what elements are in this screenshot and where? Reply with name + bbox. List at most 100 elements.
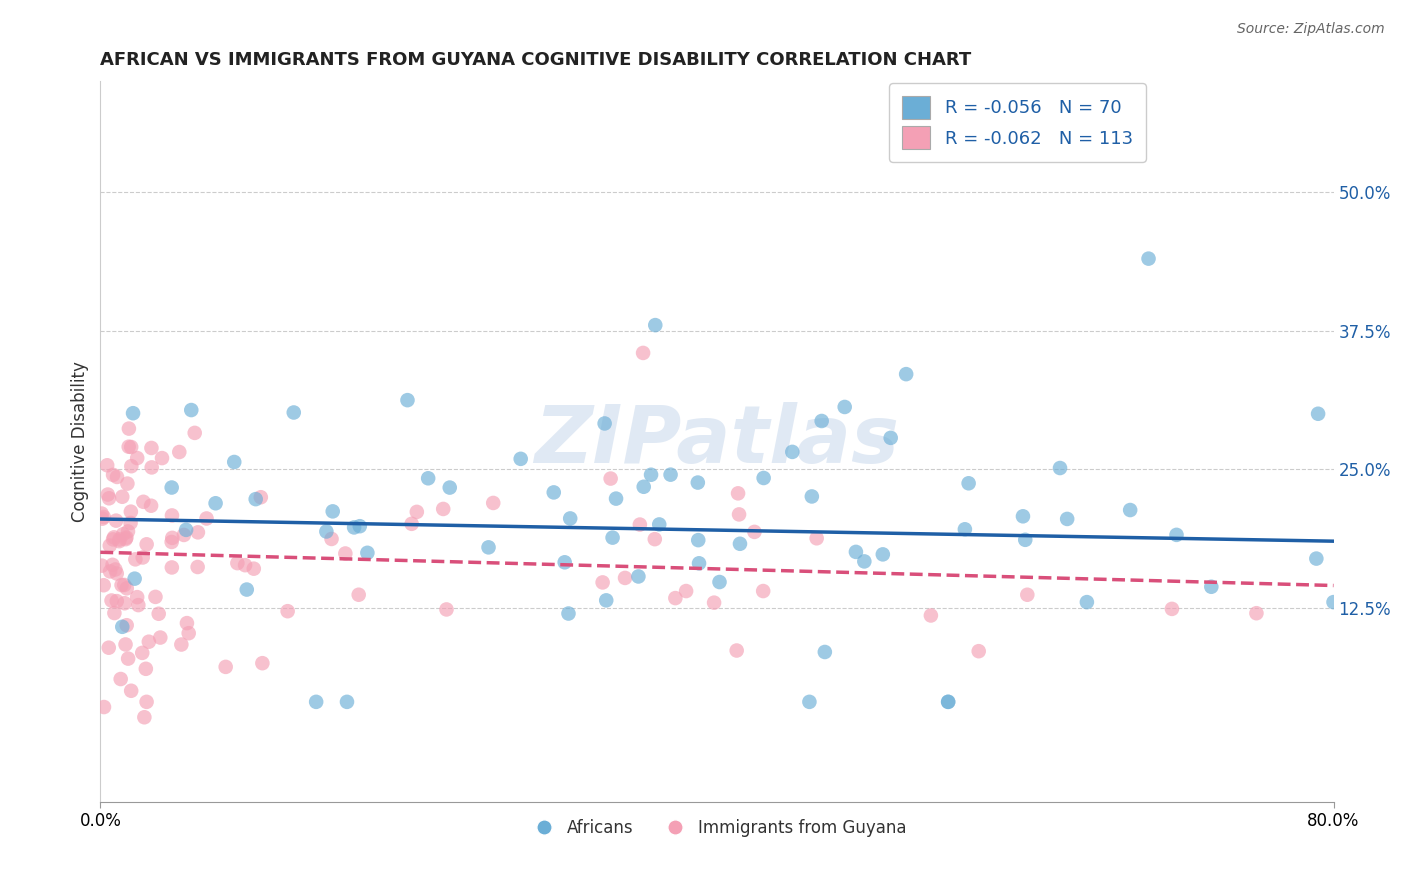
Point xyxy=(283,405,305,419)
Point xyxy=(599,472,621,486)
Point xyxy=(183,425,205,440)
Point xyxy=(120,459,142,474)
Point xyxy=(97,640,120,655)
Point xyxy=(1322,595,1344,609)
Point xyxy=(595,593,617,607)
Point xyxy=(114,637,136,651)
Text: ZIPatlas: ZIPatlas xyxy=(534,402,900,481)
Point xyxy=(170,638,193,652)
Point xyxy=(110,672,132,686)
Point xyxy=(120,440,142,454)
Point xyxy=(1012,509,1035,524)
Point xyxy=(401,516,423,531)
Point xyxy=(1014,533,1036,547)
Point xyxy=(118,440,141,454)
Point xyxy=(98,565,121,579)
Point xyxy=(1201,580,1223,594)
Point xyxy=(162,531,184,545)
Point xyxy=(93,700,115,714)
Point xyxy=(124,552,146,566)
Point xyxy=(127,451,149,466)
Point xyxy=(436,602,458,616)
Point xyxy=(557,607,579,621)
Point xyxy=(111,490,134,504)
Point xyxy=(688,557,710,571)
Point xyxy=(1306,407,1329,421)
Point xyxy=(97,487,120,501)
Point xyxy=(686,475,709,490)
Point xyxy=(659,467,682,482)
Point xyxy=(120,683,142,698)
Point xyxy=(782,445,804,459)
Point xyxy=(957,476,980,491)
Point xyxy=(1137,252,1160,266)
Point xyxy=(243,562,266,576)
Point xyxy=(322,504,344,518)
Point xyxy=(814,645,837,659)
Point xyxy=(176,616,198,631)
Point xyxy=(215,660,238,674)
Point xyxy=(725,643,748,657)
Point xyxy=(648,517,671,532)
Point xyxy=(1166,528,1188,542)
Point xyxy=(160,481,183,495)
Point xyxy=(98,539,121,553)
Point xyxy=(120,516,142,530)
Point xyxy=(879,431,901,445)
Point xyxy=(148,607,170,621)
Point xyxy=(131,550,153,565)
Point xyxy=(127,598,149,612)
Point xyxy=(236,582,259,597)
Point xyxy=(799,695,821,709)
Point xyxy=(356,546,378,560)
Point xyxy=(315,524,337,539)
Point xyxy=(845,545,868,559)
Point xyxy=(105,470,128,484)
Point xyxy=(132,495,155,509)
Point xyxy=(277,604,299,618)
Point xyxy=(640,467,662,482)
Point xyxy=(114,532,136,546)
Point xyxy=(592,575,614,590)
Point xyxy=(347,588,370,602)
Point xyxy=(103,530,125,544)
Point xyxy=(93,578,115,592)
Point xyxy=(150,451,173,466)
Point xyxy=(100,593,122,607)
Point xyxy=(894,367,917,381)
Point xyxy=(602,531,624,545)
Point xyxy=(135,695,157,709)
Point xyxy=(967,644,990,658)
Point xyxy=(174,523,197,537)
Point xyxy=(177,626,200,640)
Point xyxy=(91,511,114,525)
Point xyxy=(180,403,202,417)
Point xyxy=(1049,461,1071,475)
Point xyxy=(224,455,246,469)
Point xyxy=(96,458,118,473)
Point xyxy=(728,508,751,522)
Point xyxy=(160,508,183,523)
Point xyxy=(105,594,128,608)
Point xyxy=(1017,588,1039,602)
Point xyxy=(187,525,209,540)
Point xyxy=(169,445,191,459)
Point xyxy=(936,695,959,709)
Point xyxy=(160,535,183,549)
Point xyxy=(853,554,876,568)
Point xyxy=(1161,602,1184,616)
Point xyxy=(335,547,357,561)
Point xyxy=(628,517,651,532)
Point xyxy=(118,422,141,436)
Point xyxy=(936,695,959,709)
Point xyxy=(139,499,162,513)
Point xyxy=(396,393,419,408)
Y-axis label: Cognitive Disability: Cognitive Disability xyxy=(72,361,89,522)
Point xyxy=(127,590,149,604)
Point xyxy=(439,481,461,495)
Text: Source: ZipAtlas.com: Source: ZipAtlas.com xyxy=(1237,22,1385,37)
Point xyxy=(93,510,115,524)
Point xyxy=(605,491,627,506)
Point xyxy=(245,492,267,507)
Point xyxy=(633,480,655,494)
